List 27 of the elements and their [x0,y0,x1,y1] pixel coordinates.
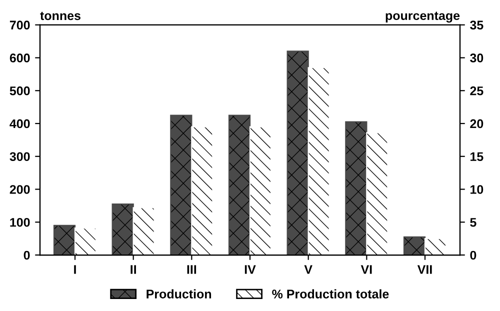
y2-tick-label: 30 [470,54,484,62]
x-tick-label: V [304,265,312,274]
x-tick-label: VI [360,265,372,274]
y2-tick-label: 0 [470,250,476,260]
y-tick-label: 700 [10,20,30,30]
y2-tick-label: 10 [470,185,484,194]
legend-label: Production [146,289,212,298]
y-tick-label: 600 [10,54,30,62]
y2-tick-label: 20 [470,119,484,128]
x-tick-label: II [130,265,136,274]
y-axis-title: tonnes [40,12,80,20]
y-tick-label: 400 [10,119,30,128]
y2-tick-label: 15 [470,152,484,162]
y2-axis-title: pourcentage [386,12,460,23]
y-tick-label: 0 [24,250,30,260]
x-tick-label: I [74,265,76,274]
y2-tick-label: 35 [470,20,484,30]
y-tick-label: 300 [10,152,30,162]
legend-label: % Production totale [272,289,389,298]
y-tick-label: 100 [10,218,30,227]
y-tick-label: 500 [10,86,30,96]
y2-tick-label: 5 [470,218,476,227]
x-tick-label: III [187,265,196,274]
y-tick-label: 200 [10,185,30,194]
y2-tick-label: 25 [470,86,484,96]
x-tick-label: IV [244,265,256,274]
x-tick-label: VII [417,265,432,274]
